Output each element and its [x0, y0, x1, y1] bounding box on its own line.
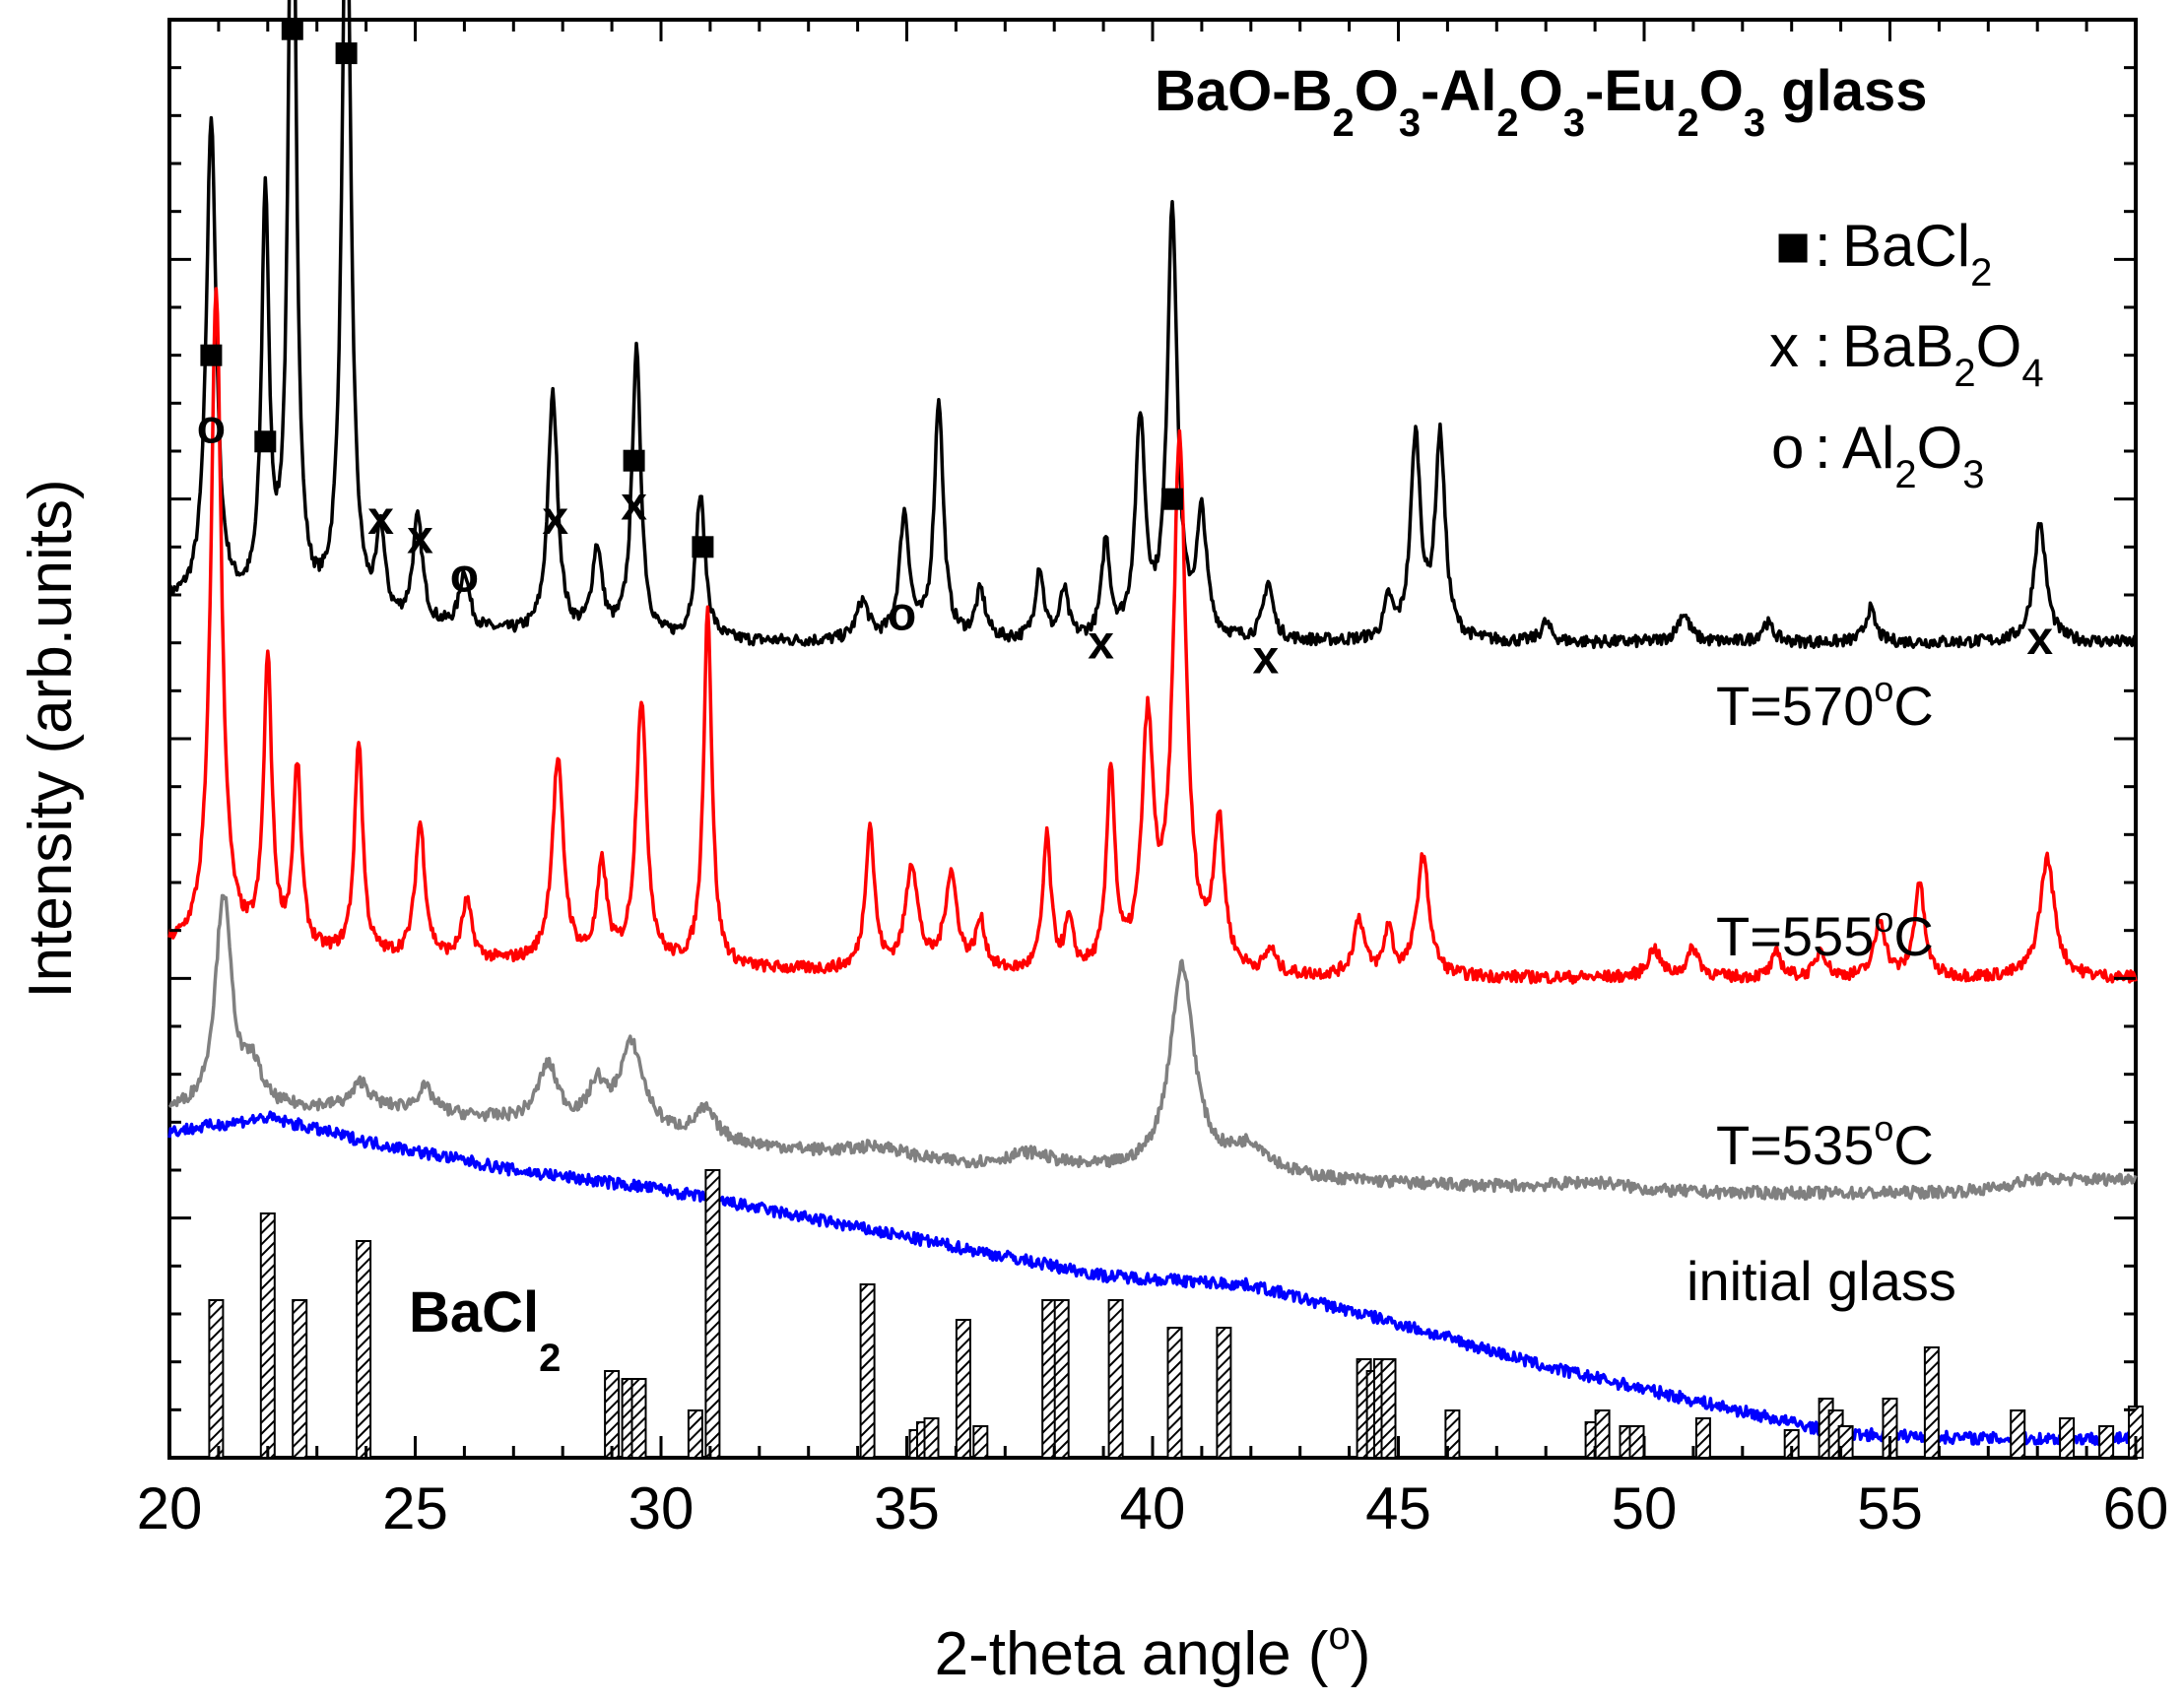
reference-bar	[1107, 1299, 1124, 1459]
series-line-0	[167, 0, 2138, 650]
series-label-initial-glass: initial glass	[1687, 1250, 1956, 1312]
legend-symbol-x: x	[1769, 313, 1799, 379]
legend-label: Al2O3	[1842, 415, 1985, 496]
marker-bacl2	[1161, 488, 1183, 510]
legend-symbol-square: ■	[1775, 213, 1811, 279]
series-layer	[167, 0, 2138, 1447]
x-tick-label: 55	[1857, 1475, 1923, 1541]
reference-bar	[1628, 1425, 1645, 1459]
marker-bacl2	[200, 344, 223, 366]
reference-bar	[1166, 1327, 1183, 1459]
legend-item-bab2o4: x : BaB2O4	[1769, 313, 2044, 395]
reference-bar	[2010, 1409, 2026, 1459]
marker-bab2o4: x	[1252, 631, 1279, 684]
marker-bacl2	[692, 536, 714, 558]
reference-bar	[687, 1409, 703, 1459]
reference-bar	[1216, 1327, 1232, 1459]
reference-bar	[356, 1240, 372, 1459]
x-tick-label: 30	[629, 1475, 695, 1541]
series-label-535: T=535oC	[1716, 1108, 1934, 1176]
legend-sep: :	[1815, 415, 1831, 481]
legend-sep: :	[1815, 313, 1831, 379]
reference-bar	[630, 1378, 647, 1459]
legend-sep: :	[1815, 213, 1831, 279]
x-tick-label: 40	[1120, 1475, 1186, 1541]
marker-bab2o4: x	[1088, 618, 1114, 670]
x-tick-label: 20	[137, 1475, 203, 1541]
x-tick-label: 45	[1365, 1475, 1431, 1541]
chart-title: BaO-B2O3-Al2O3-Eu2O3 glass	[1155, 59, 1928, 145]
reference-bar	[2059, 1417, 2076, 1459]
x-axis-title: 2-theta angle (o)	[935, 1614, 1371, 1688]
legend-item-al2o3: o : Al2O3	[1771, 415, 1985, 496]
reference-bar	[292, 1299, 308, 1459]
marker-bacl2	[335, 42, 358, 65]
peak-markers: ox xox xox x x	[197, 18, 2053, 684]
reference-bar	[972, 1425, 989, 1459]
marker-al2o3: o	[450, 551, 479, 603]
reference-bar	[259, 1212, 276, 1459]
reference-bar	[604, 1370, 621, 1459]
marker-al2o3: o	[197, 402, 226, 454]
series-line-1	[167, 287, 2138, 985]
reference-bar	[859, 1283, 876, 1459]
series-label-555: T=555oC	[1716, 899, 1934, 967]
reference-bar	[1053, 1299, 1070, 1459]
x-tick-label: 25	[382, 1475, 448, 1541]
legend: ■ : BaCl2 x : BaB2O4 o : Al2O3	[1769, 213, 2044, 496]
marker-bacl2	[623, 449, 645, 472]
x-tick-label: 50	[1612, 1475, 1678, 1541]
x-tick-label: 60	[2103, 1475, 2169, 1541]
reference-bar	[1923, 1346, 1940, 1459]
marker-bab2o4: x	[2026, 613, 2053, 665]
reference-bar	[208, 1299, 225, 1459]
marker-bacl2	[281, 18, 303, 40]
marker-bab2o4: x	[407, 512, 433, 564]
legend-label: BaB2O4	[1842, 313, 2044, 395]
marker-bab2o4: x	[367, 492, 394, 545]
marker-bacl2	[254, 430, 277, 453]
reference-label: BaCl2	[409, 1280, 561, 1380]
legend-symbol-o: o	[1771, 415, 1804, 481]
reference-bar	[1694, 1417, 1711, 1459]
marker-bab2o4: x	[542, 492, 568, 545]
reference-bar	[955, 1319, 971, 1459]
axis-ticks: 20 25 30 35 40 45 50 55 60	[137, 18, 2169, 1541]
reference-bars	[208, 1169, 2144, 1459]
reference-bar	[2098, 1425, 2115, 1459]
series-line-3	[167, 1110, 2138, 1447]
marker-bab2o4: x	[621, 479, 647, 531]
legend-label: BaCl2	[1842, 213, 1992, 295]
reference-bar	[1380, 1358, 1397, 1459]
reference-bar	[1594, 1409, 1611, 1459]
legend-item-bacl2: ■ : BaCl2	[1775, 213, 1992, 295]
series-label-570: T=570oC	[1716, 669, 1934, 737]
reference-bar	[923, 1417, 940, 1459]
marker-al2o3: o	[888, 589, 916, 641]
series-line-2	[167, 893, 2138, 1201]
x-tick-label: 35	[874, 1475, 940, 1541]
reference-bar	[704, 1169, 721, 1459]
y-axis-title: Intensity (arb.units)	[17, 479, 85, 998]
